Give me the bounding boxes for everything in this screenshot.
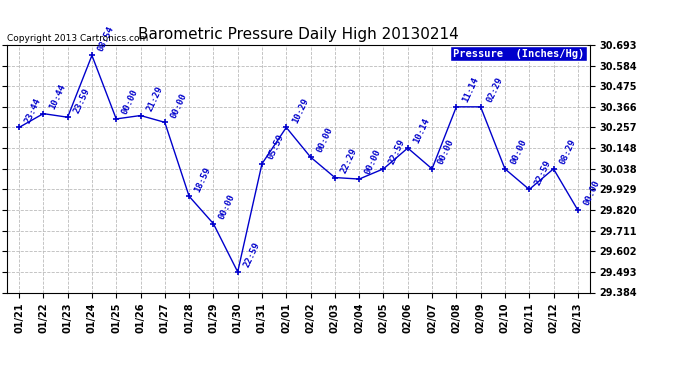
Text: 22:59: 22:59 [242, 241, 262, 269]
Text: 10:14: 10:14 [412, 117, 431, 145]
Text: 23:44: 23:44 [23, 96, 43, 124]
Text: 08:29: 08:29 [558, 138, 578, 166]
Text: 23:59: 23:59 [72, 86, 91, 114]
Text: 21:29: 21:29 [145, 85, 164, 113]
Text: 00:00: 00:00 [582, 179, 602, 207]
Text: 22:59: 22:59 [388, 138, 407, 166]
Text: 08:54: 08:54 [96, 24, 116, 52]
Text: 10:44: 10:44 [48, 83, 67, 111]
Text: 22:29: 22:29 [339, 147, 359, 175]
Text: 00:00: 00:00 [509, 138, 529, 166]
Text: 00:00: 00:00 [315, 126, 334, 154]
Text: 02:29: 02:29 [485, 76, 504, 104]
Title: Barometric Pressure Daily High 20130214: Barometric Pressure Daily High 20130214 [138, 27, 459, 42]
Text: 22:59: 22:59 [533, 159, 553, 187]
Text: 00:00: 00:00 [436, 138, 455, 166]
Text: 00:00: 00:00 [120, 88, 140, 116]
Text: 00:00: 00:00 [364, 148, 383, 176]
Text: 11:14: 11:14 [460, 76, 480, 104]
Text: 18:59: 18:59 [193, 165, 213, 194]
Text: 00:00: 00:00 [217, 193, 237, 221]
Text: Copyright 2013 Cartronics.com: Copyright 2013 Cartronics.com [7, 34, 148, 43]
Text: 10:29: 10:29 [290, 96, 310, 124]
Text: 00:00: 00:00 [169, 92, 188, 120]
Text: Pressure  (Inches/Hg): Pressure (Inches/Hg) [453, 49, 584, 59]
Text: 05:59: 05:59 [266, 133, 286, 161]
